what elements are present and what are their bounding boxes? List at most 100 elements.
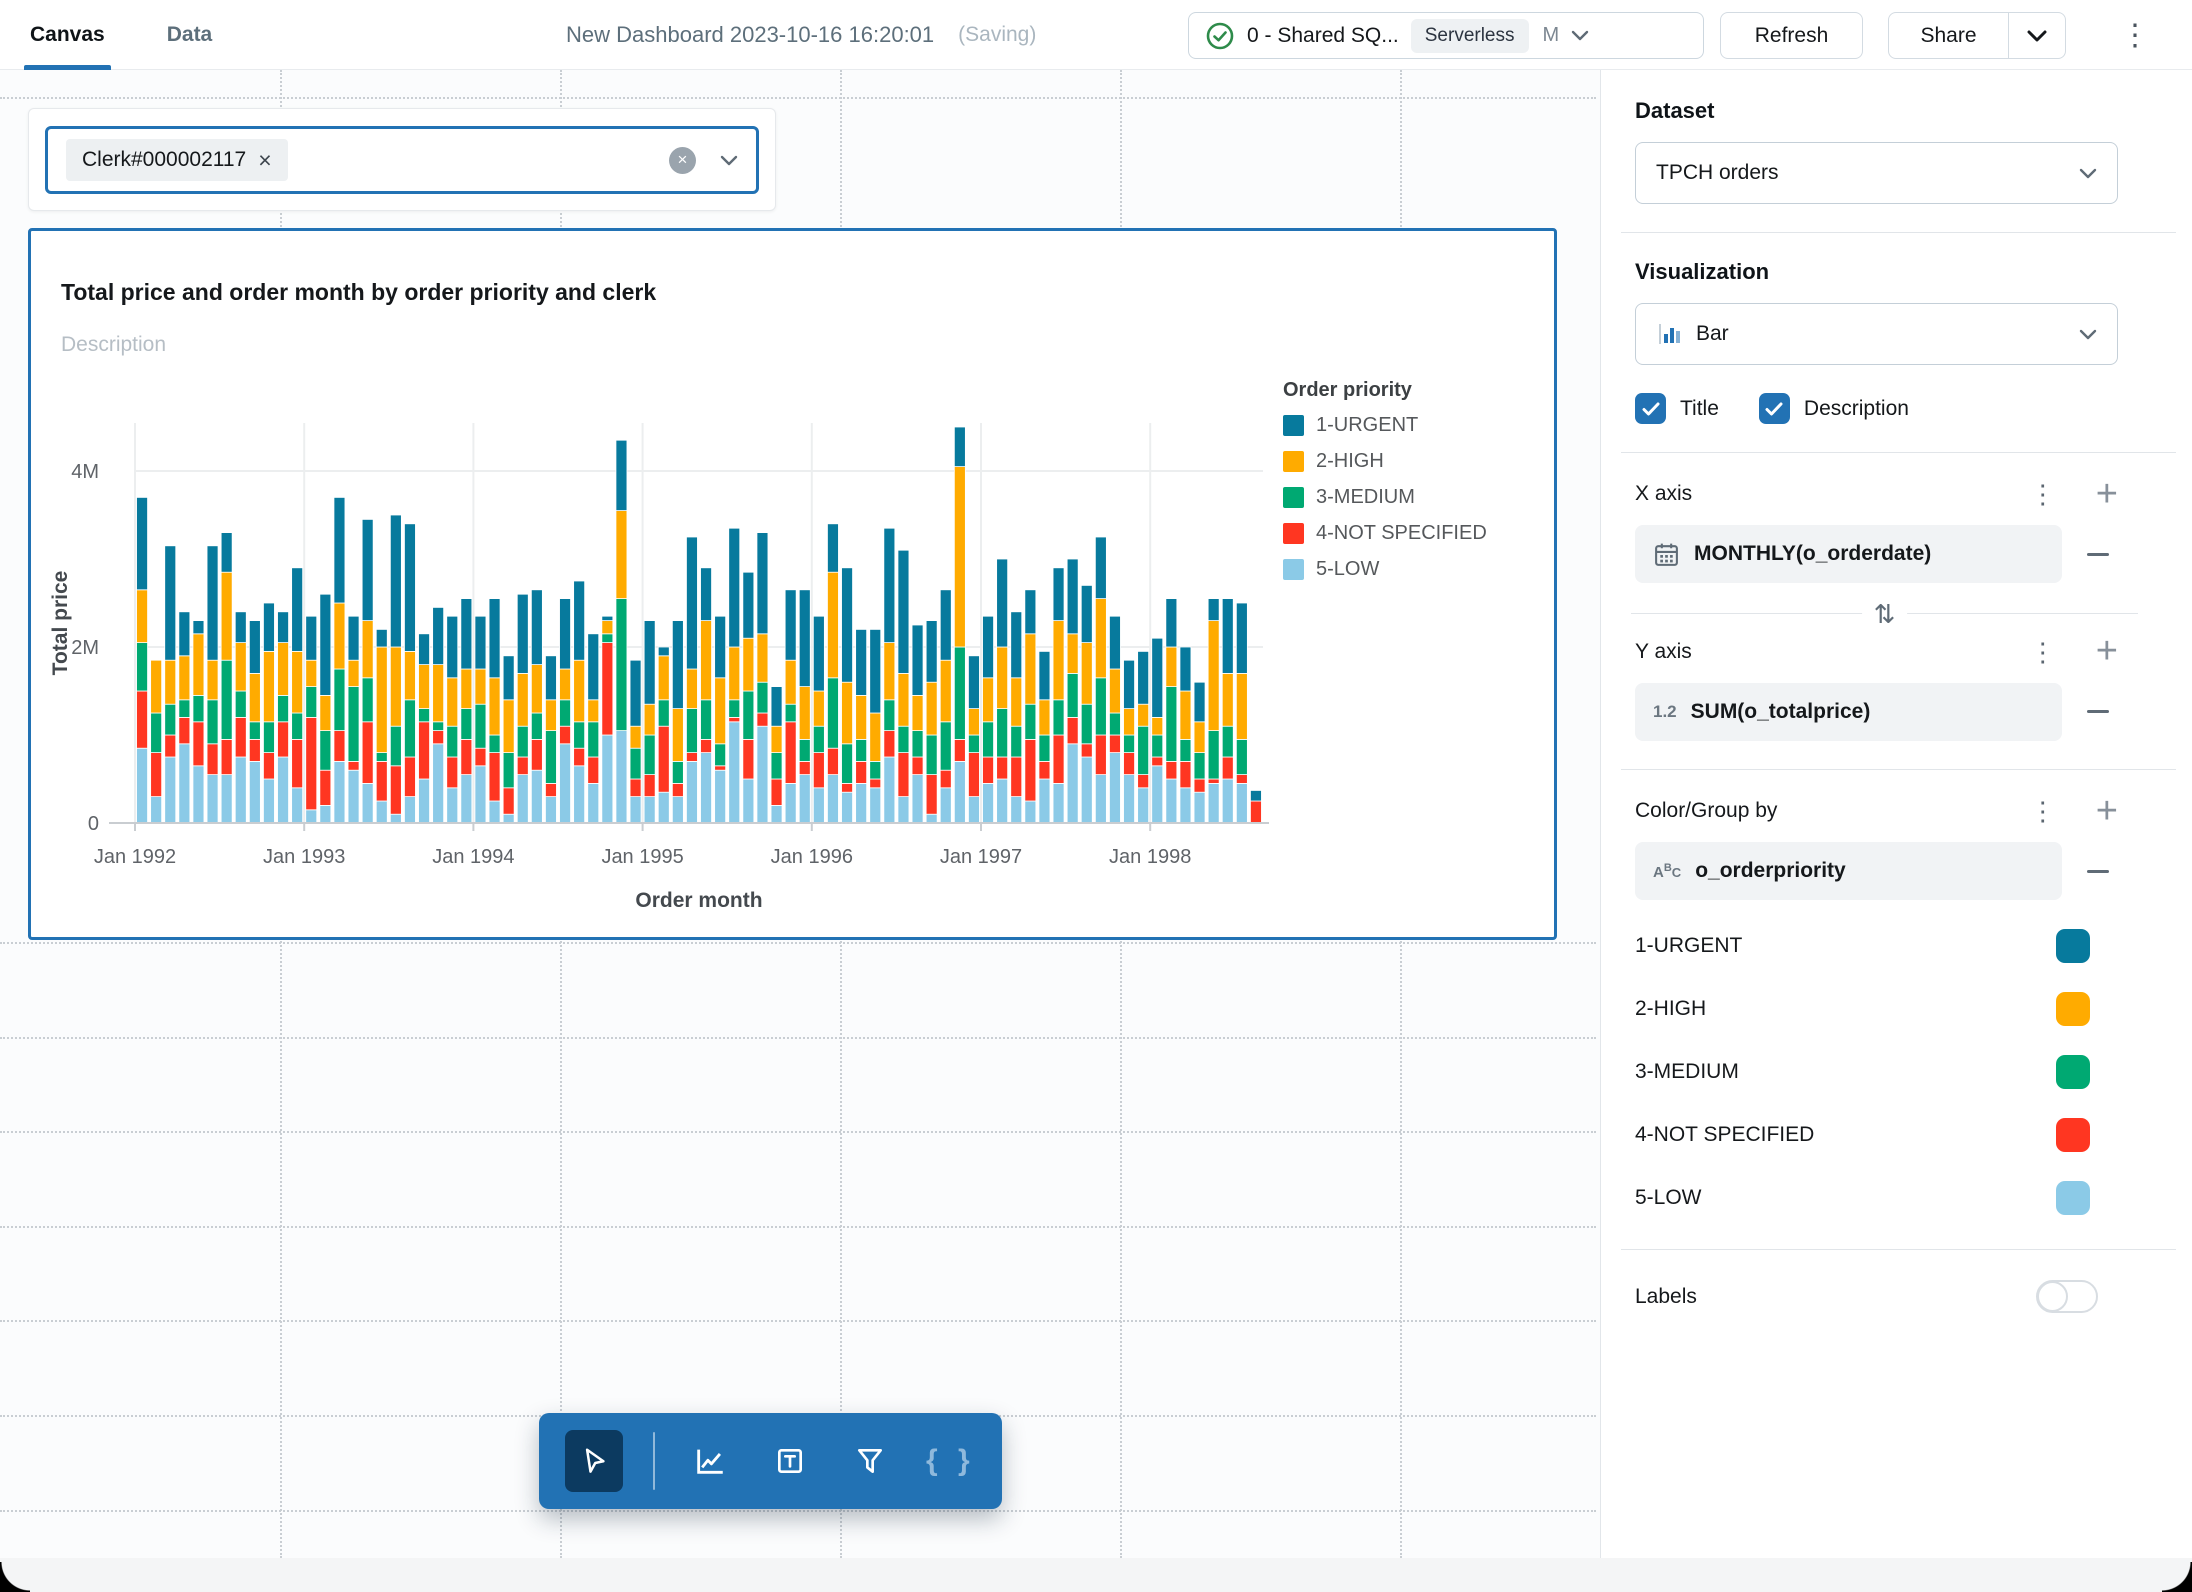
legend-item[interactable]: 5-LOW [1283, 558, 1543, 581]
series-color-label: 4-NOT SPECIFIED [1635, 1123, 1814, 1147]
stacked-bar-chart[interactable]: 02M4MJan 1992Jan 1993Jan 1994Jan 1995Jan… [51, 403, 1281, 943]
x-axis-label: X axis [1635, 482, 1692, 506]
y-axis-menu-icon[interactable]: ⋮ [2024, 639, 2062, 665]
x-axis-field-name: MONTHLY(o_orderdate) [1694, 542, 1931, 566]
filter-funnel-icon [854, 1445, 886, 1477]
labels-toggle[interactable] [2036, 1280, 2098, 1313]
tab-data[interactable]: Data [167, 0, 213, 70]
dataset-heading: Dataset [1635, 98, 2118, 124]
legend-label: 5-LOW [1316, 558, 1379, 581]
description-checkbox-label: Description [1804, 397, 1909, 421]
series-color-swatch[interactable] [2056, 992, 2090, 1026]
dashboard-title[interactable]: New Dashboard 2023-10-16 16:20:01 [566, 22, 934, 48]
title-checkbox[interactable] [1635, 393, 1666, 424]
description-checkbox[interactable] [1759, 393, 1790, 424]
labels-label: Labels [1635, 1285, 1697, 1309]
saving-status: (Saving) [958, 23, 1036, 47]
legend-item[interactable]: 2-HIGH [1283, 450, 1543, 473]
divider [1621, 232, 2176, 233]
series-color-swatch[interactable] [2056, 929, 2090, 963]
warehouse-size: M [1543, 24, 1560, 47]
svg-text:Jan 1993: Jan 1993 [263, 846, 345, 868]
window-bottom-strip [0, 1558, 2192, 1592]
share-split-button: Share [1888, 12, 2066, 59]
chart-legend: Order priority 1-URGENT2-HIGH3-MEDIUM4-N… [1283, 379, 1543, 594]
color-group-label: Color/Group by [1635, 799, 1777, 823]
canvas-gridline [0, 97, 1596, 99]
x-axis-remove-icon[interactable] [2078, 553, 2118, 556]
share-button[interactable]: Share [1889, 24, 2008, 48]
labels-row: Labels [1635, 1280, 2118, 1313]
series-color-row: 2-HIGH [1635, 977, 2118, 1040]
y-axis-remove-icon[interactable] [2078, 710, 2118, 713]
warehouse-selector[interactable]: 0 - Shared SQ... Serverless M [1188, 12, 1704, 59]
series-color-swatch[interactable] [2056, 1118, 2090, 1152]
canvas-gridline [0, 1226, 1596, 1228]
refresh-button[interactable]: Refresh [1720, 12, 1863, 59]
y-axis-section-header: Y axis ⋮ + [1635, 636, 2118, 666]
chart-widget[interactable]: Total price and order month by order pri… [28, 228, 1557, 940]
swap-axes-icon[interactable]: ⇅ [1862, 601, 1908, 627]
series-color-swatch[interactable] [2056, 1055, 2090, 1089]
warehouse-type-badge: Serverless [1411, 19, 1529, 53]
add-parameter-button[interactable]: { } [926, 1434, 976, 1488]
check-icon [1642, 402, 1660, 416]
select-tool-button[interactable] [565, 1430, 623, 1492]
dashboard-title-group: New Dashboard 2023-10-16 16:20:01 (Savin… [566, 0, 1036, 70]
chart-description-placeholder[interactable]: Description [61, 333, 166, 357]
configuration-panel: Dataset TPCH orders Visualization Bar Ti… [1600, 70, 2192, 1558]
check-icon [1765, 402, 1783, 416]
chevron-down-icon [1571, 30, 1589, 41]
series-color-row: 1-URGENT [1635, 914, 2118, 977]
series-color-row: 5-LOW [1635, 1166, 2118, 1229]
svg-text:4M: 4M [71, 461, 99, 483]
color-add-icon[interactable]: + [2096, 796, 2118, 826]
tab-canvas[interactable]: Canvas [30, 0, 105, 70]
editor-tabs: Canvas Data [30, 0, 212, 70]
x-axis-add-icon[interactable]: + [2096, 479, 2118, 509]
legend-item[interactable]: 3-MEDIUM [1283, 486, 1543, 509]
add-text-button[interactable] [765, 1434, 815, 1488]
x-axis-menu-icon[interactable]: ⋮ [2024, 481, 2062, 507]
y-axis-add-icon[interactable]: + [2096, 636, 2118, 666]
x-axis-field-chip[interactable]: MONTHLY(o_orderdate) [1635, 525, 2062, 583]
svg-text:Jan 1995: Jan 1995 [601, 846, 683, 868]
svg-text:Jan 1998: Jan 1998 [1109, 846, 1191, 868]
filter-chip-label: Clerk#000002117 [82, 148, 246, 172]
visualization-heading: Visualization [1635, 259, 2118, 285]
legend-item[interactable]: 4-NOT SPECIFIED [1283, 522, 1543, 545]
dataset-select[interactable]: TPCH orders [1635, 142, 2118, 204]
legend-swatch-icon [1283, 487, 1304, 508]
color-menu-icon[interactable]: ⋮ [2024, 798, 2062, 824]
title-description-toggles: Title Description [1635, 393, 2118, 424]
legend-label: 1-URGENT [1316, 414, 1418, 437]
legend-item[interactable]: 1-URGENT [1283, 414, 1543, 437]
share-menu-button[interactable] [2009, 30, 2065, 42]
color-field-chip[interactable]: ABC o_orderpriority [1635, 842, 2062, 900]
legend-swatch-icon [1283, 559, 1304, 580]
filter-clear-icon[interactable]: × [669, 147, 696, 174]
filter-chip[interactable]: Clerk#000002117 × [66, 139, 288, 181]
visualization-select[interactable]: Bar [1635, 303, 2118, 365]
chevron-down-icon [2079, 329, 2097, 340]
y-axis-field-chip[interactable]: 1.2 SUM(o_totalprice) [1635, 683, 2062, 741]
add-filter-button[interactable] [845, 1434, 895, 1488]
filter-select[interactable]: Clerk#000002117 × × [45, 126, 759, 194]
series-color-swatch[interactable] [2056, 1181, 2090, 1215]
filter-widget[interactable]: Clerk#000002117 × × [28, 108, 776, 211]
legend-swatch-icon [1283, 451, 1304, 472]
color-remove-icon[interactable] [2078, 870, 2118, 873]
legend-label: 3-MEDIUM [1316, 486, 1415, 509]
series-color-label: 5-LOW [1635, 1186, 1702, 1210]
overflow-menu-icon[interactable]: ⋮ [2112, 12, 2158, 59]
dashboard-canvas[interactable]: Clerk#000002117 × × Total price and orde… [0, 70, 1600, 1558]
canvas-gridline [0, 1320, 1596, 1322]
y-axis-label: Y axis [1635, 640, 1692, 664]
canvas-gridline [0, 1131, 1596, 1133]
toggle-knob [2037, 1281, 2068, 1312]
add-visualization-button[interactable] [685, 1434, 735, 1488]
series-color-row: 4-NOT SPECIFIED [1635, 1103, 2118, 1166]
legend-label: 4-NOT SPECIFIED [1316, 522, 1487, 545]
chip-remove-icon[interactable]: × [258, 149, 271, 172]
top-bar: Canvas Data New Dashboard 2023-10-16 16:… [0, 0, 2192, 70]
